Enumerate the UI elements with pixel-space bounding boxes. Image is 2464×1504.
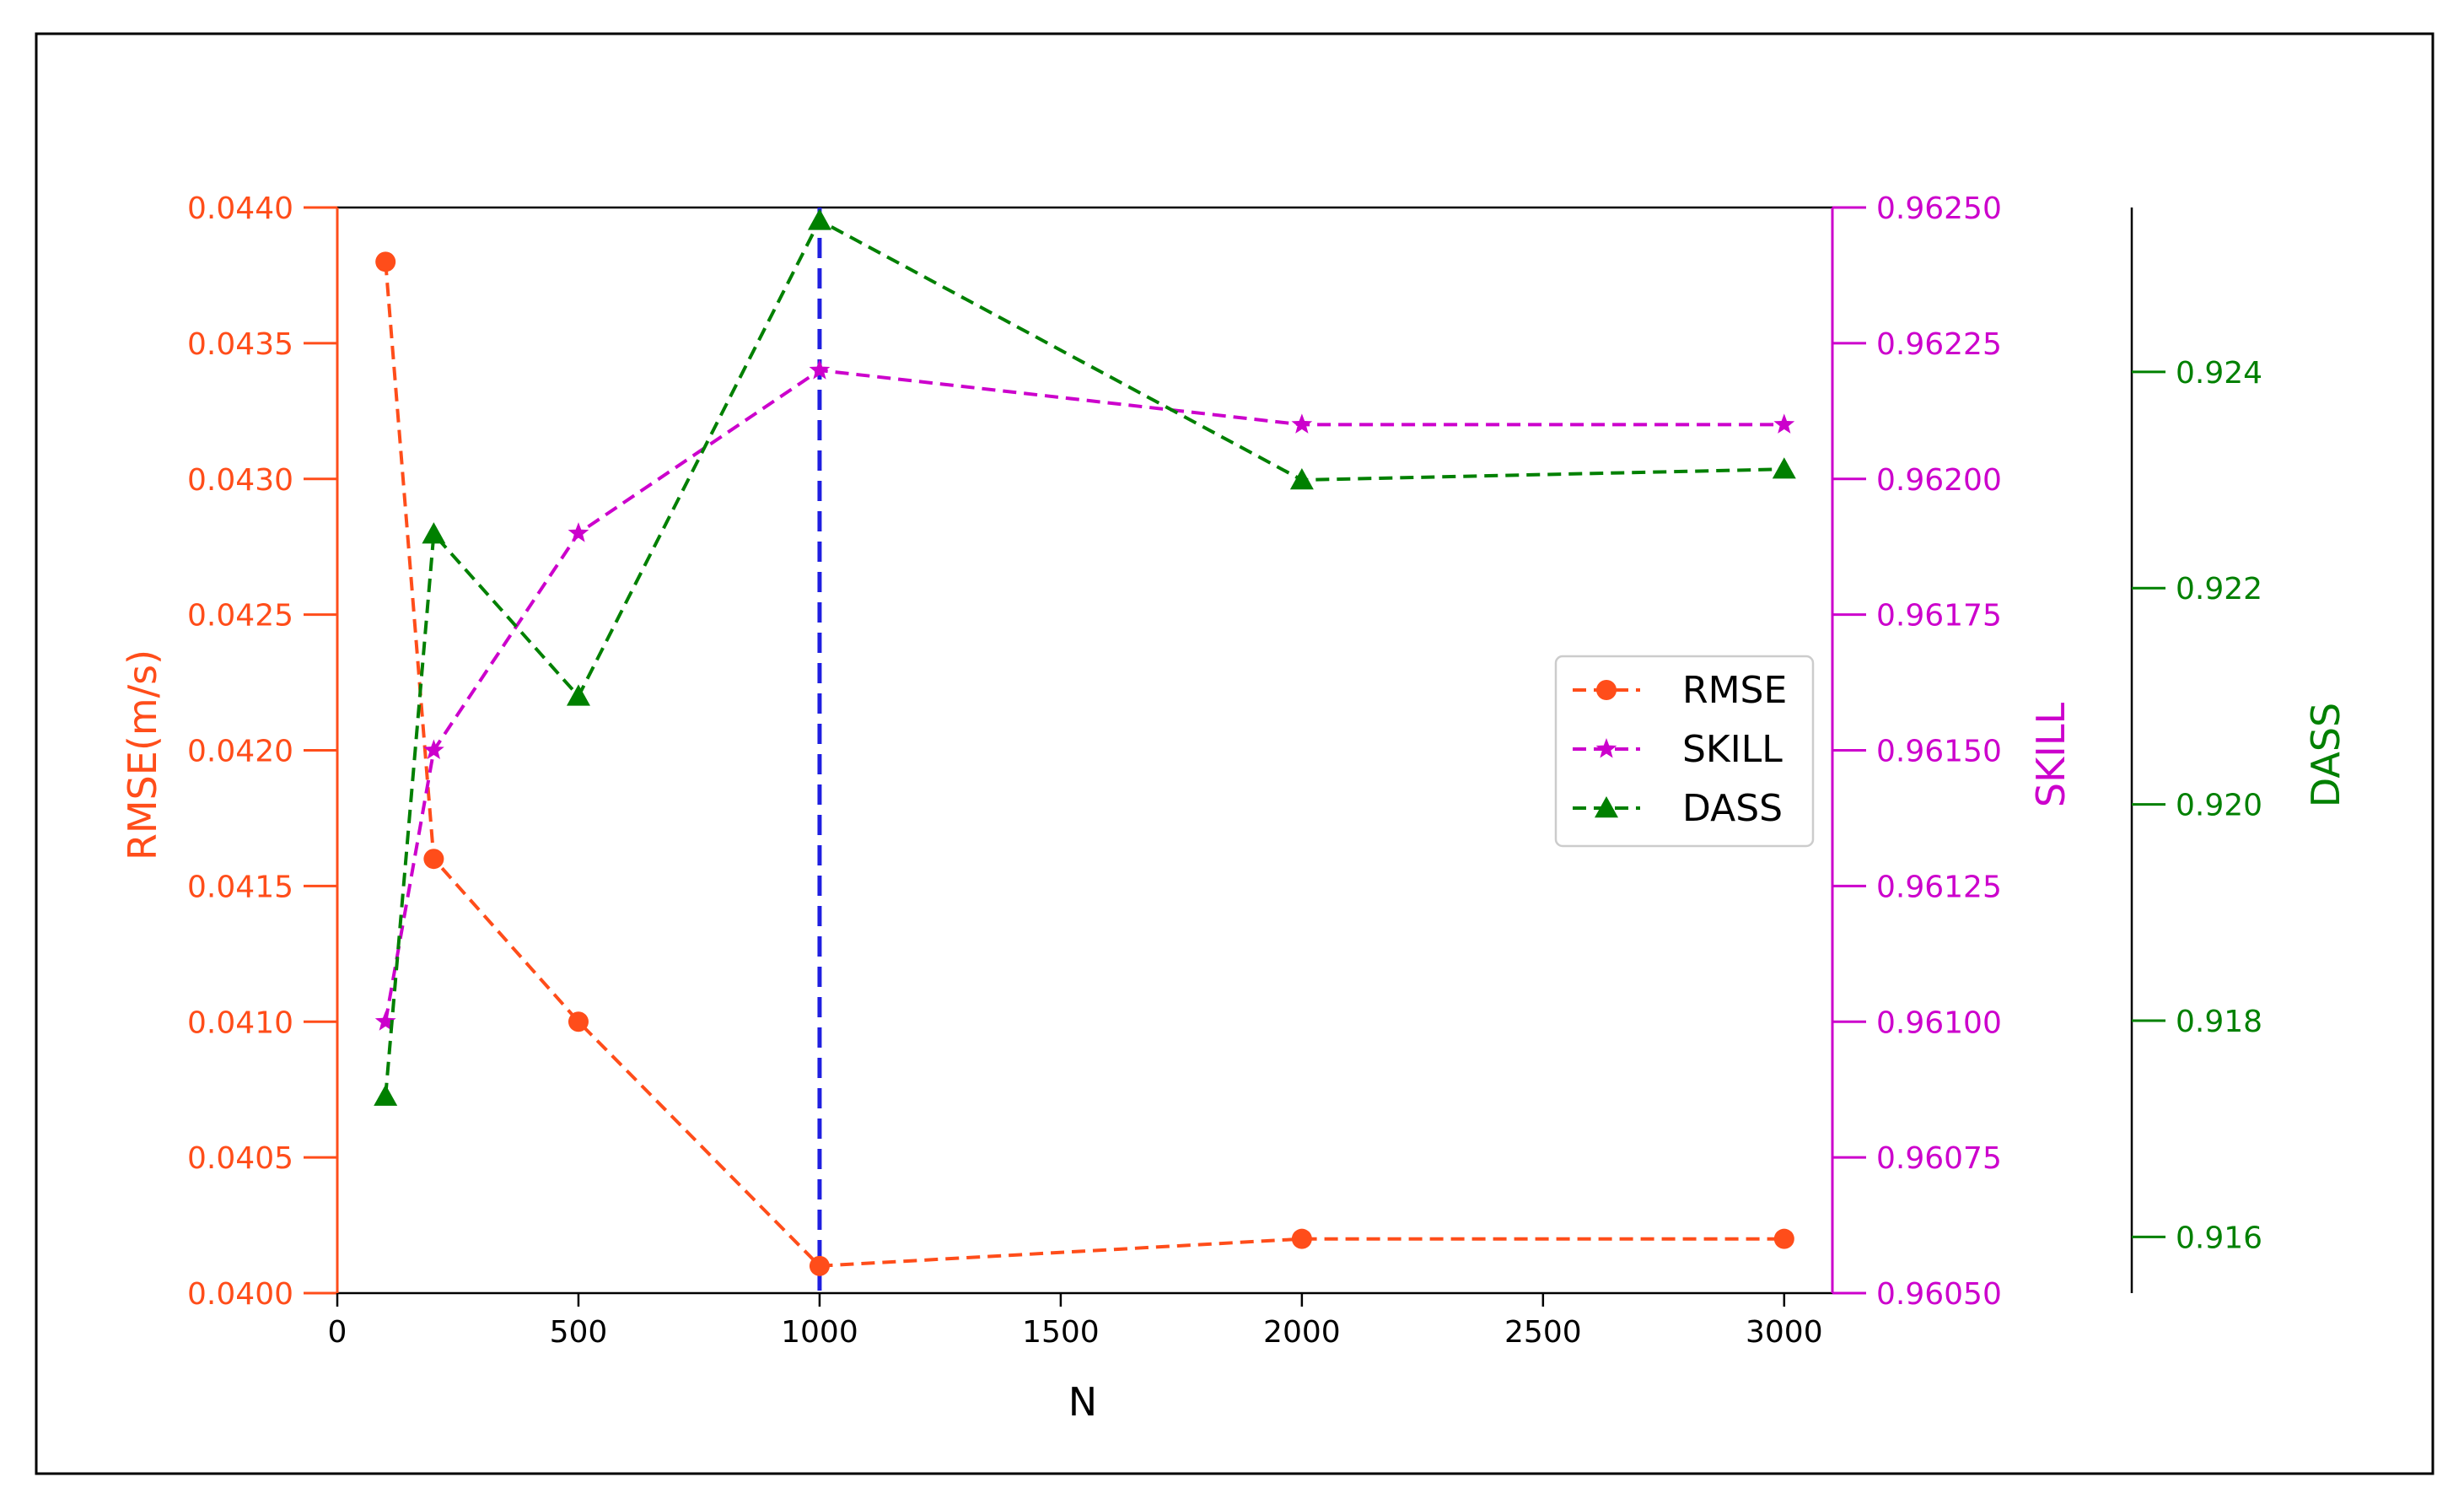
skill-point [1773, 413, 1795, 434]
legend-marker [1596, 680, 1617, 700]
skill-point [568, 522, 589, 542]
dass-tick-label: 0.920 [2176, 789, 2262, 823]
rmse-tick-label: 0.0405 [187, 1141, 293, 1176]
x-tick-label: 1500 [1022, 1315, 1100, 1350]
skill-point [1291, 413, 1313, 434]
x-tick-label: 3000 [1746, 1315, 1823, 1350]
skill-point [809, 359, 831, 380]
rmse-point [423, 849, 444, 870]
dass-point [422, 522, 446, 544]
skill-tick-label: 0.96125 [1876, 870, 2002, 904]
skill-tick-label: 0.96175 [1876, 599, 2002, 633]
legend-item-dass: DASS [1573, 787, 1783, 830]
rmse-point [1291, 1228, 1312, 1249]
legend-label: RMSE [1682, 669, 1787, 712]
skill-tick-label: 0.96200 [1876, 463, 2002, 498]
legend-item-skill: SKILL [1573, 728, 1783, 771]
dass-tick-label: 0.924 [2176, 356, 2262, 391]
legend-marker [1595, 738, 1617, 758]
skill-point [374, 1011, 396, 1031]
dass-axis-title: DASS [2303, 703, 2348, 807]
series-skill [374, 359, 1795, 1031]
dass-point [566, 684, 590, 706]
dass-line [384, 218, 1784, 1097]
x-tick-label: 2000 [1263, 1315, 1341, 1350]
rmse-axis-title: RMSE(m/s) [120, 650, 165, 860]
skill-tick-label: 0.96075 [1876, 1141, 2002, 1176]
rmse-tick-label: 0.0430 [187, 463, 293, 498]
dass-point [807, 208, 831, 230]
rmse-tick-label: 0.0440 [187, 191, 293, 226]
rmse-point [568, 1011, 589, 1032]
skill-tick-label: 0.96225 [1876, 327, 2002, 362]
rmse-tick-label: 0.0400 [187, 1277, 293, 1312]
legend-label: DASS [1682, 787, 1783, 830]
dass-tick-label: 0.916 [2176, 1221, 2262, 1255]
x-tick-label: 0 [328, 1315, 347, 1350]
rmse-point [375, 251, 396, 272]
dass-point [1289, 468, 1314, 490]
skill-line [384, 368, 1784, 1022]
rmse-tick-label: 0.0415 [187, 870, 293, 904]
skill-tick-label: 0.96150 [1876, 735, 2002, 769]
dass-tick-label: 0.918 [2176, 1005, 2262, 1039]
dass-tick-label: 0.922 [2176, 572, 2262, 606]
legend: RMSE SKILL DASS [1554, 655, 1815, 848]
rmse-point [1773, 1228, 1794, 1249]
dass-point [374, 1084, 398, 1106]
rmse-tick-label: 0.0410 [187, 1005, 293, 1040]
legend-label: SKILL [1682, 728, 1783, 771]
x-axis-title: N [1068, 1379, 1097, 1425]
skill-tick-label: 0.96100 [1876, 1005, 2002, 1040]
legend-box [1554, 655, 1815, 848]
x-tick-label: 2500 [1504, 1315, 1582, 1350]
rmse-tick-label: 0.0435 [187, 327, 293, 362]
skill-point [423, 739, 444, 759]
x-tick-label: 500 [550, 1315, 608, 1350]
rmse-tick-label: 0.0420 [187, 735, 293, 769]
series-dass [374, 208, 1796, 1106]
series-rmse [375, 251, 1794, 1276]
skill-tick-label: 0.96250 [1876, 191, 2002, 226]
legend-item-rmse: RMSE [1573, 669, 1787, 712]
dass-point [1772, 457, 1796, 479]
skill-axis-title: SKILL [2028, 703, 2074, 808]
rmse-tick-label: 0.0425 [187, 599, 293, 633]
x-tick-label: 1000 [781, 1315, 858, 1350]
skill-tick-label: 0.96050 [1876, 1277, 2002, 1312]
rmse-point [809, 1255, 830, 1276]
legend-marker [1595, 796, 1618, 818]
